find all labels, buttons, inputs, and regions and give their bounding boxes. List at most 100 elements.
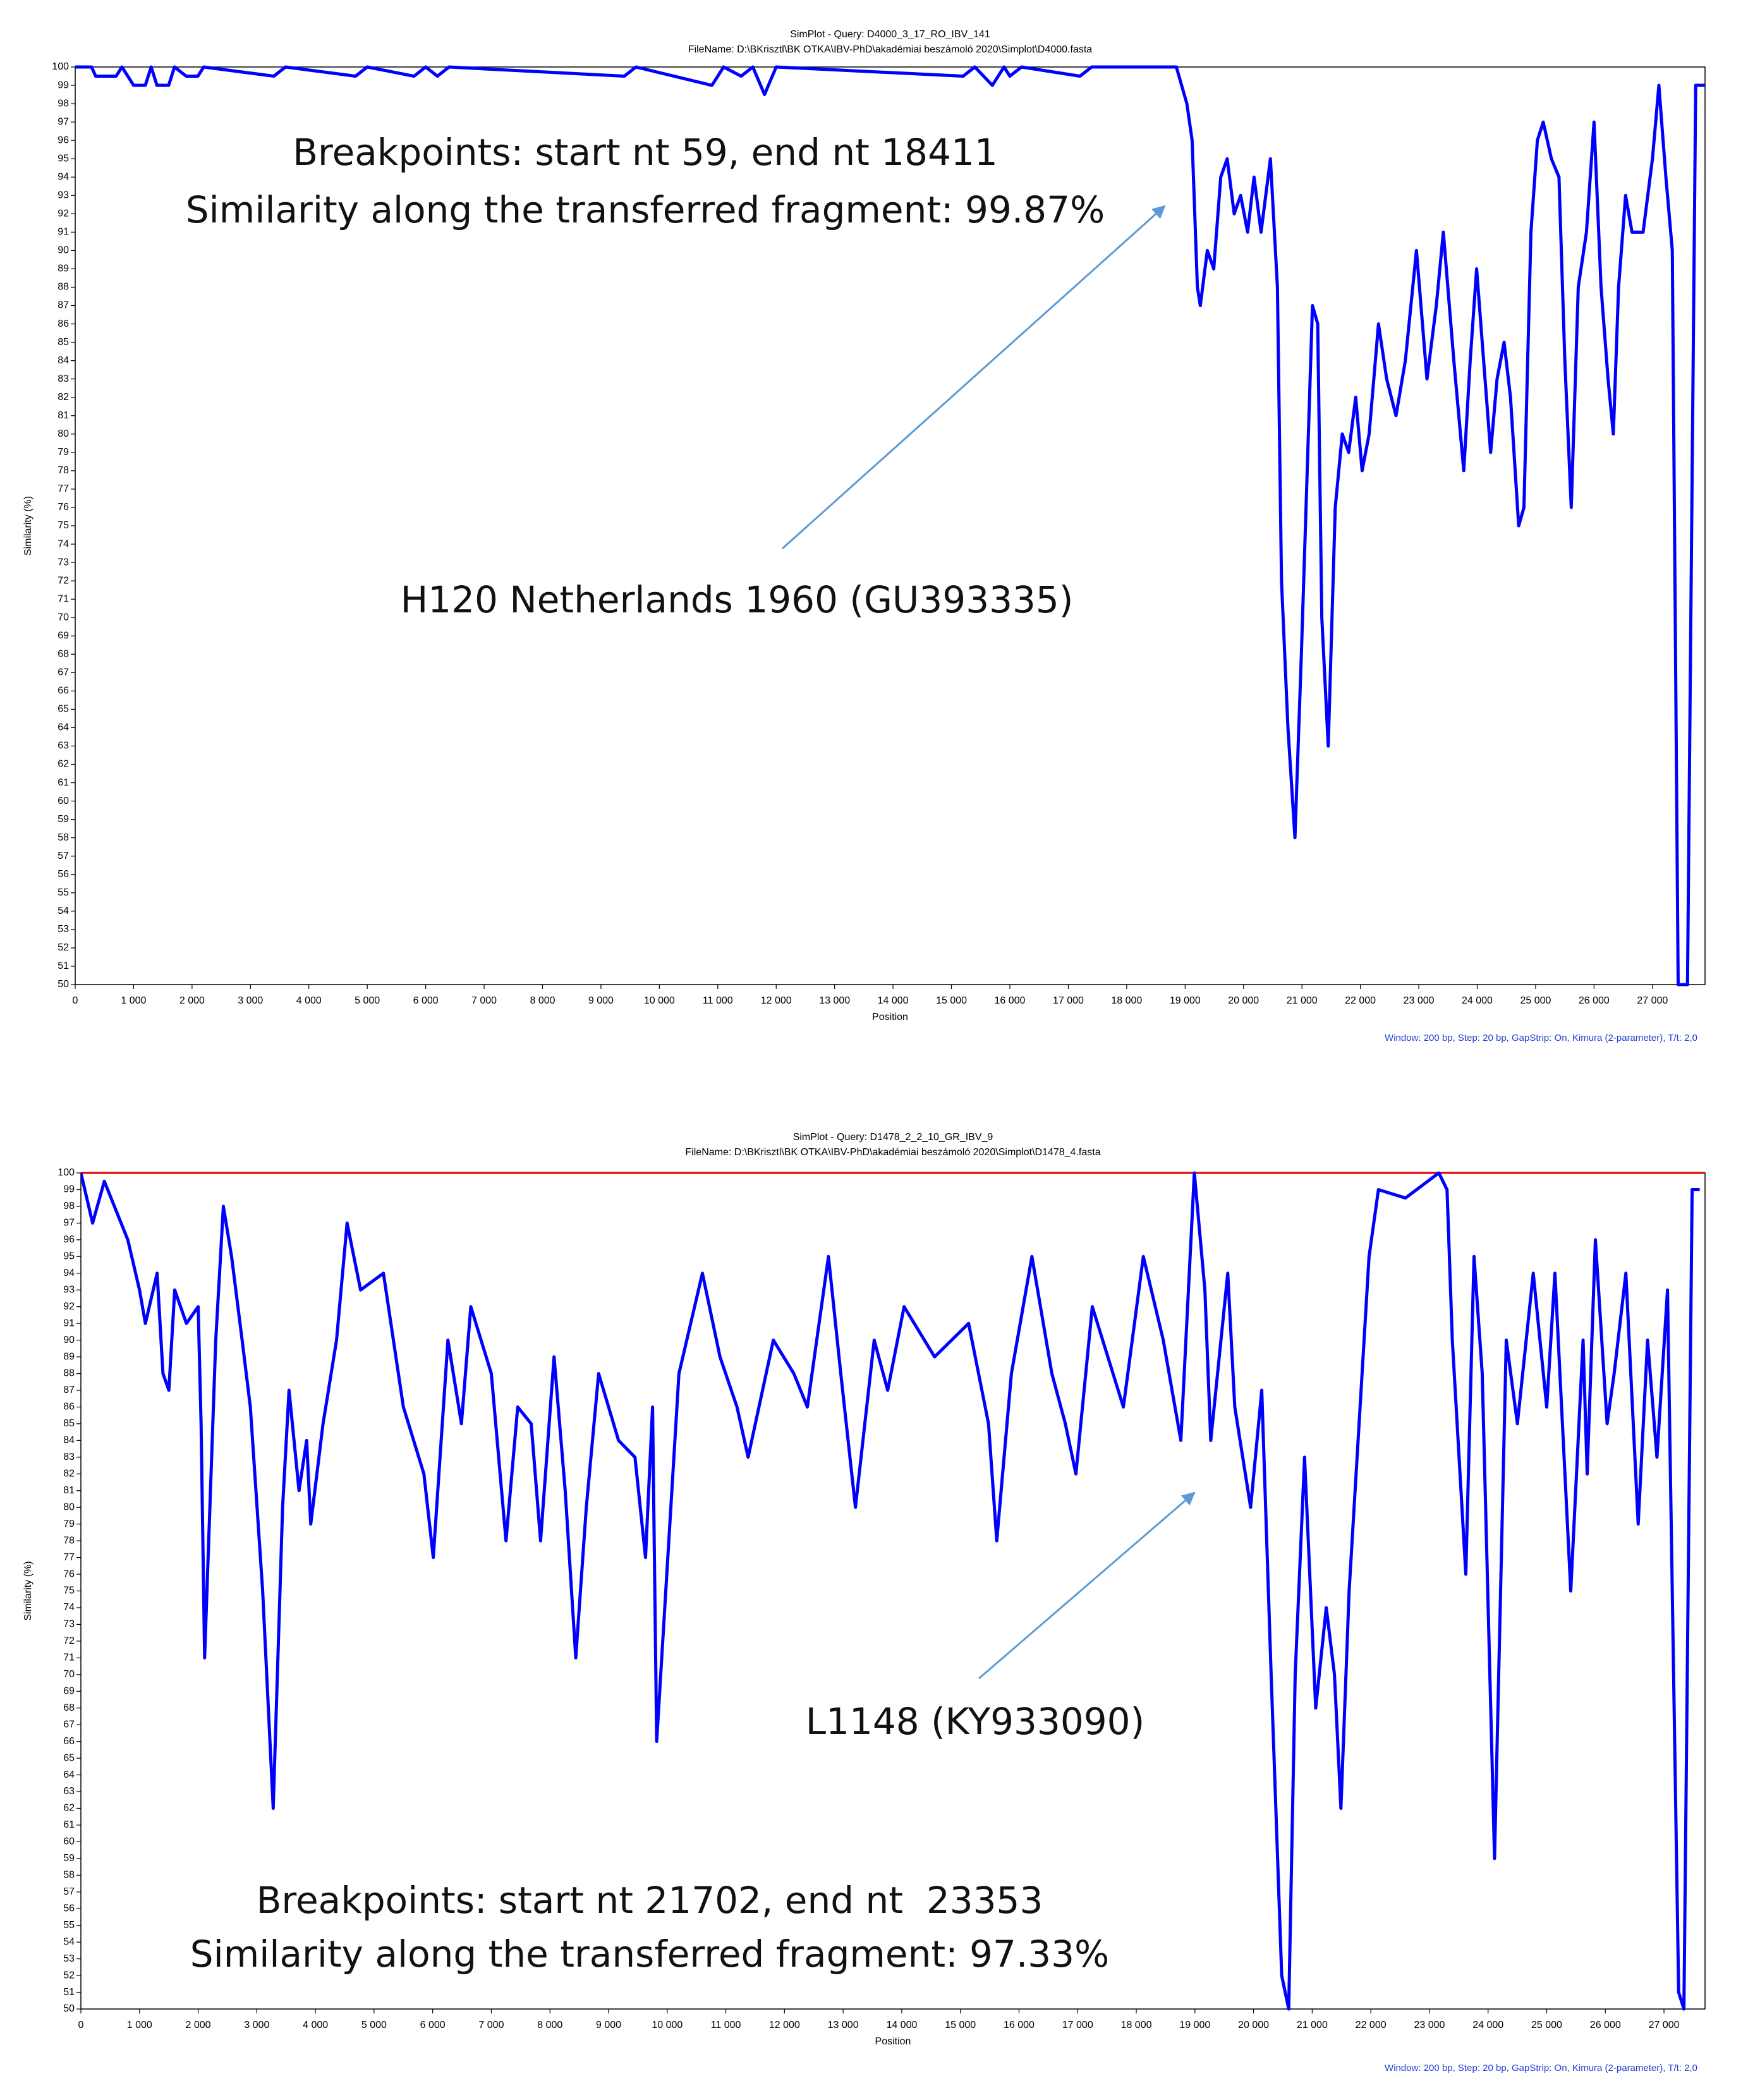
- x-tick-label: 9 000: [596, 2020, 621, 2030]
- y-tick-label: 85: [58, 337, 69, 348]
- y-tick-label: 86: [58, 319, 69, 329]
- x-tick-label: 12 000: [761, 995, 792, 1006]
- y-tick-label: 56: [58, 869, 69, 880]
- y-tick-label: 89: [63, 1351, 75, 1362]
- y-tick-label: 80: [58, 428, 69, 439]
- y-tick-label: 99: [58, 80, 69, 90]
- footnote: Window: 200 bp, Step: 20 bp, GapStrip: O…: [1385, 2063, 1697, 2073]
- y-tick-label: 62: [58, 759, 69, 770]
- y-tick-label: 98: [63, 1201, 75, 1211]
- y-tick-label: 90: [63, 1335, 75, 1345]
- x-axis-label: Position: [875, 2036, 911, 2047]
- annotation-arrow: [978, 1491, 1196, 1680]
- x-tick-label: 6 000: [420, 2020, 446, 2030]
- y-tick-label: 59: [63, 1853, 75, 1864]
- y-tick-label: 80: [63, 1502, 75, 1512]
- similarity-line: [75, 65, 1705, 986]
- y-tick-label: 84: [63, 1435, 75, 1446]
- y-tick-label: 52: [63, 1970, 75, 1981]
- x-tick-label: 25 000: [1531, 2020, 1562, 2030]
- y-tick-label: 79: [63, 1519, 75, 1529]
- y-tick-label: 82: [63, 1468, 75, 1479]
- x-tick-label: 26 000: [1590, 2020, 1621, 2030]
- y-tick-label: 62: [63, 1803, 75, 1814]
- y-tick-label: 65: [63, 1752, 75, 1763]
- x-tick-label: 2 000: [179, 995, 205, 1006]
- y-tick-label: 73: [63, 1619, 75, 1630]
- y-tick-label: 81: [63, 1485, 75, 1496]
- annotation: Similarity along the transferred fragmen…: [186, 188, 1105, 231]
- y-tick-label: 55: [58, 887, 69, 898]
- y-tick-label: 83: [63, 1452, 75, 1462]
- y-tick-label: 58: [63, 1870, 75, 1881]
- y-tick-label: 53: [58, 924, 69, 935]
- y-tick-label: 70: [58, 612, 69, 622]
- plot-area: [75, 65, 1705, 986]
- x-tick-label: 12 000: [769, 2020, 800, 2030]
- x-tick-label: 21 000: [1297, 2020, 1328, 2030]
- y-tick-label: 88: [63, 1368, 75, 1379]
- x-tick-label: 1 000: [127, 2020, 152, 2030]
- x-tick-label: 8 000: [530, 995, 555, 1006]
- y-tick-label: 66: [63, 1736, 75, 1747]
- chart-title: SimPlot - Query: D1478_2_2_10_GR_IBV_9: [793, 1132, 993, 1143]
- y-tick-label: 87: [63, 1385, 75, 1395]
- y-axis-label: Similarity (%): [23, 1561, 33, 1620]
- y-tick-label: 71: [58, 593, 69, 604]
- x-tick-label: 17 000: [1053, 995, 1084, 1006]
- y-tick-label: 97: [58, 116, 69, 127]
- annotation: Breakpoints: start nt 59, end nt 18411: [293, 131, 998, 174]
- y-tick-label: 57: [58, 851, 69, 861]
- x-tick-label: 18 000: [1121, 2020, 1152, 2030]
- x-tick-label: 3 000: [244, 2020, 269, 2030]
- y-tick-label: 87: [58, 300, 69, 311]
- chart-subtitle: FileName: D:\BKrisztl\BK OTKA\IBV-PhD\ak…: [685, 1147, 1100, 1158]
- chart-title: SimPlot - Query: D4000_3_17_RO_IBV_141: [790, 29, 990, 40]
- annotation: H120 Netherlands 1960 (GU393335): [401, 578, 1074, 621]
- x-tick-label: 23 000: [1414, 2020, 1445, 2030]
- x-axis-label: Position: [872, 1012, 908, 1023]
- y-tick-label: 58: [58, 832, 69, 843]
- y-tick-label: 73: [58, 557, 69, 567]
- y-tick-label: 85: [63, 1418, 75, 1429]
- chart-subtitle: FileName: D:\BKrisztl\BK OTKA\IBV-PhD\ak…: [688, 44, 1092, 55]
- y-tick-label: 61: [63, 1819, 75, 1830]
- y-tick-label: 50: [58, 979, 69, 990]
- x-tick-label: 6 000: [413, 995, 439, 1006]
- y-tick-label: 74: [58, 538, 69, 549]
- y-tick-label: 84: [58, 355, 69, 366]
- x-tick-label: 23 000: [1404, 995, 1435, 1006]
- y-tick-label: 64: [63, 1769, 75, 1780]
- x-tick-label: 1 000: [121, 995, 146, 1006]
- y-tick-label: 91: [63, 1318, 75, 1328]
- x-tick-label: 21 000: [1287, 995, 1318, 1006]
- y-tick-label: 93: [58, 190, 69, 200]
- x-tick-label: 15 000: [936, 995, 967, 1006]
- y-tick-label: 61: [58, 777, 69, 788]
- y-tick-label: 79: [58, 447, 69, 458]
- y-tick-label: 77: [63, 1552, 75, 1563]
- y-tick-label: 76: [63, 1569, 75, 1579]
- x-tick-label: 7 000: [471, 995, 497, 1006]
- x-tick-label: 10 000: [644, 995, 675, 1006]
- y-tick-label: 92: [63, 1301, 75, 1312]
- y-tick-label: 96: [58, 135, 69, 145]
- y-tick-label: 54: [58, 906, 69, 916]
- x-tick-label: 16 000: [995, 995, 1026, 1006]
- y-tick-label: 55: [63, 1920, 75, 1931]
- y-tick-label: 68: [63, 1702, 75, 1713]
- y-tick-label: 93: [63, 1284, 75, 1295]
- x-tick-label: 24 000: [1472, 2020, 1503, 2030]
- y-tick-label: 100: [52, 61, 69, 72]
- x-tick-label: 25 000: [1520, 995, 1551, 1006]
- annotation: Similarity along the transferred fragmen…: [190, 1933, 1109, 1976]
- y-tick-label: 75: [63, 1586, 75, 1596]
- x-tick-label: 18 000: [1111, 995, 1142, 1006]
- y-tick-label: 88: [58, 282, 69, 293]
- footnote: Window: 200 bp, Step: 20 bp, GapStrip: O…: [1385, 1033, 1697, 1043]
- y-tick-label: 69: [63, 1685, 75, 1696]
- x-tick-label: 16 000: [1004, 2020, 1035, 2030]
- y-tick-label: 89: [58, 264, 69, 274]
- x-tick-label: 7 000: [478, 2020, 504, 2030]
